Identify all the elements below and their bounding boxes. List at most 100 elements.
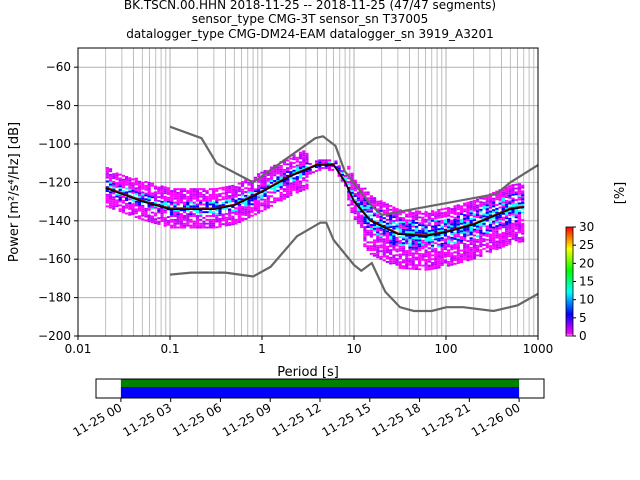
heatmap-cell [408, 258, 412, 260]
heatmap-cell [424, 213, 428, 215]
heatmap-cell [160, 208, 164, 211]
colorbar-tick-label: 20 [579, 256, 594, 270]
heatmap-cell [508, 229, 512, 232]
heatmap-cell [418, 264, 422, 267]
heatmap-cell [424, 238, 428, 240]
heatmap-cell [211, 201, 216, 204]
heatmap-cell [392, 227, 396, 230]
heatmap-cell [308, 168, 312, 171]
heatmap-cell [260, 171, 264, 174]
heatmap-cell [144, 181, 148, 183]
heatmap-cell [514, 208, 518, 211]
heatmap-cell [125, 199, 129, 202]
heatmap-cell [231, 186, 235, 189]
heatmap-cell [150, 182, 154, 185]
heatmap-cell [350, 172, 354, 175]
heatmap-cell [475, 231, 480, 234]
heatmap-cell [450, 211, 454, 214]
heatmap-cell [504, 192, 509, 195]
heatmap-cell [401, 228, 406, 231]
heatmap-cell [437, 237, 441, 240]
heatmap-cell [240, 188, 245, 191]
heatmap-cell [463, 239, 467, 242]
heatmap-cell [495, 209, 499, 212]
heatmap-cell [199, 193, 203, 196]
heatmap-cell [495, 194, 499, 197]
heatmap-cell [504, 188, 509, 191]
heatmap-cell [459, 261, 464, 264]
heatmap-cell [182, 222, 187, 225]
heatmap-cell [424, 255, 428, 258]
heatmap-cell [305, 156, 309, 159]
heatmap-cell [134, 179, 138, 182]
heatmap-cell [253, 201, 258, 204]
heatmap-cell [466, 228, 470, 231]
heatmap-cell [482, 232, 486, 235]
heatmap-cell [176, 215, 180, 217]
heatmap-cell [347, 181, 351, 184]
heatmap-cell [411, 252, 415, 255]
heatmap-cell [350, 203, 354, 206]
heatmap-cell [430, 227, 435, 230]
heatmap-cell [356, 195, 361, 198]
heatmap-cell [456, 215, 460, 218]
heatmap-cell [504, 240, 509, 243]
heatmap-cell [401, 230, 406, 233]
heatmap-cell [501, 191, 505, 194]
heatmap-cell [395, 244, 399, 247]
colorbar-tick-label: 30 [579, 220, 594, 234]
heatmap-cell [192, 195, 196, 198]
heatmap-cell [244, 202, 248, 205]
heatmap-cell [260, 196, 264, 199]
heatmap-cell [459, 205, 464, 208]
heatmap-cell [286, 159, 290, 162]
heatmap-cell [514, 199, 518, 201]
heatmap-cell [418, 249, 422, 251]
heatmap-cell [350, 191, 354, 194]
heatmap-cell [450, 263, 454, 266]
heatmap-cell [521, 200, 525, 202]
heatmap-cell [234, 220, 238, 223]
heatmap-cell [508, 200, 512, 203]
heatmap-cell [376, 216, 380, 218]
heatmap-cell [511, 197, 515, 200]
heatmap-cell [369, 233, 373, 236]
heatmap-cell [286, 167, 290, 170]
heatmap-cell [395, 215, 399, 218]
heatmap-cell [347, 177, 351, 180]
heatmap-cell [450, 223, 454, 226]
heatmap-cell [369, 226, 373, 228]
heatmap-cell [240, 194, 245, 197]
heatmap-cell [195, 224, 200, 227]
heatmap-cell [405, 213, 409, 216]
heatmap-cell [437, 251, 441, 254]
heatmap-cell [385, 207, 390, 210]
heatmap-cell [337, 165, 341, 168]
heatmap-cell [376, 244, 380, 247]
heatmap-cell [495, 240, 499, 243]
heatmap-cell [369, 249, 373, 251]
heatmap-cell [205, 192, 209, 194]
heatmap-cell [182, 197, 187, 200]
heatmap-cell [427, 247, 431, 250]
heatmap-cell [443, 248, 448, 251]
heatmap-cell [401, 211, 406, 214]
heatmap-cell [125, 206, 129, 209]
heatmap-cell [173, 224, 177, 227]
heatmap-cell [511, 205, 515, 208]
heatmap-cell [115, 201, 119, 204]
heatmap-cell [411, 258, 415, 261]
heatmap-cell [421, 218, 425, 221]
x-tick-label: 100 [435, 342, 458, 356]
heatmap-cell [192, 203, 196, 206]
heatmap-cell [392, 258, 396, 261]
heatmap-cell [401, 217, 406, 220]
heatmap-cell [408, 210, 412, 212]
heatmap-cell [405, 219, 409, 222]
heatmap-cell [150, 211, 154, 214]
heatmap-cell [189, 220, 193, 223]
heatmap-cell [472, 247, 476, 250]
heatmap-cell [466, 251, 470, 254]
noise-curves [105, 125, 539, 313]
heatmap-cell [279, 164, 283, 167]
